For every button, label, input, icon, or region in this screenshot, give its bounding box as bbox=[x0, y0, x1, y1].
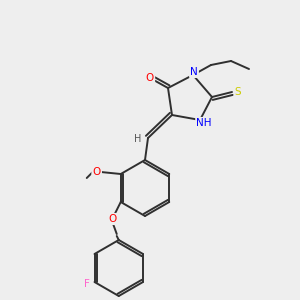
Text: NH: NH bbox=[196, 118, 212, 128]
Text: S: S bbox=[235, 87, 241, 97]
Text: F: F bbox=[84, 279, 89, 289]
Text: H: H bbox=[134, 134, 142, 144]
Text: O: O bbox=[93, 167, 101, 177]
Text: O: O bbox=[146, 73, 154, 83]
Text: O: O bbox=[109, 214, 117, 224]
Text: O: O bbox=[93, 167, 101, 177]
Text: N: N bbox=[190, 67, 198, 77]
